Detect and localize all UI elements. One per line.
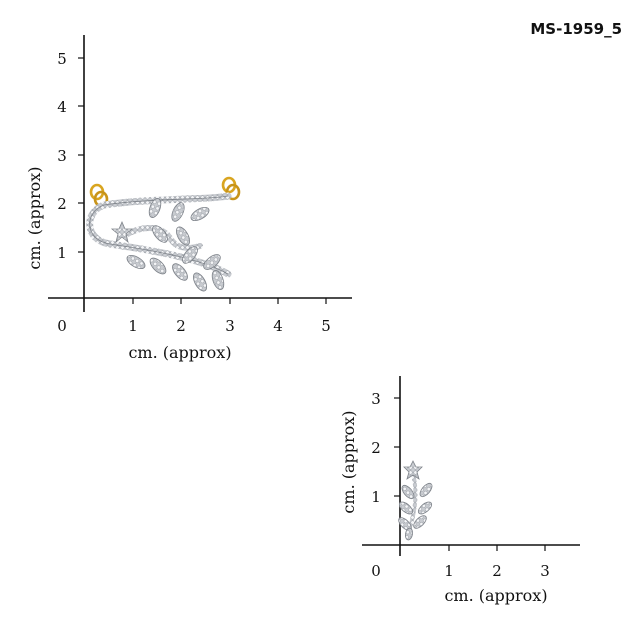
large-x-tick-4: 4 [273, 317, 283, 335]
large-y-tick-2: 2 [57, 195, 67, 213]
large-x-tick-1: 1 [128, 317, 138, 335]
small-y-tick-3: 3 [371, 390, 381, 408]
pendant-large [86, 176, 241, 292]
small-x-label: cm. (approx) [444, 586, 547, 605]
large-y-label: cm. (approx) [25, 166, 44, 269]
earring-small [398, 460, 433, 541]
small-y-tick-2: 2 [371, 439, 381, 457]
small-y-tick-1: 1 [371, 488, 381, 506]
large-x-tick-2: 2 [176, 317, 186, 335]
small-x-tick-2: 2 [492, 562, 502, 580]
large-x-label: cm. (approx) [128, 343, 231, 362]
small-x-tick-3: 3 [540, 562, 550, 580]
small-x-tick-1: 1 [444, 562, 454, 580]
product-code: MS-1959_5 [530, 20, 622, 38]
large-y-tick-1: 1 [57, 244, 67, 262]
small-ruler: 1 2 3 0 1 2 3 cm. (approx) cm. (approx) [339, 376, 580, 605]
large-x-tick-3: 3 [225, 317, 235, 335]
large-y-tick-3: 3 [57, 147, 67, 165]
small-y-label: cm. (approx) [339, 410, 358, 513]
large-ruler: 1 2 3 4 5 0 1 2 3 4 5 cm. (approx) cm. (… [25, 35, 352, 362]
large-origin: 0 [57, 317, 67, 335]
large-y-tick-4: 4 [57, 98, 67, 116]
small-origin: 0 [371, 562, 381, 580]
large-x-tick-5: 5 [321, 317, 331, 335]
large-y-tick-5: 5 [57, 50, 67, 68]
